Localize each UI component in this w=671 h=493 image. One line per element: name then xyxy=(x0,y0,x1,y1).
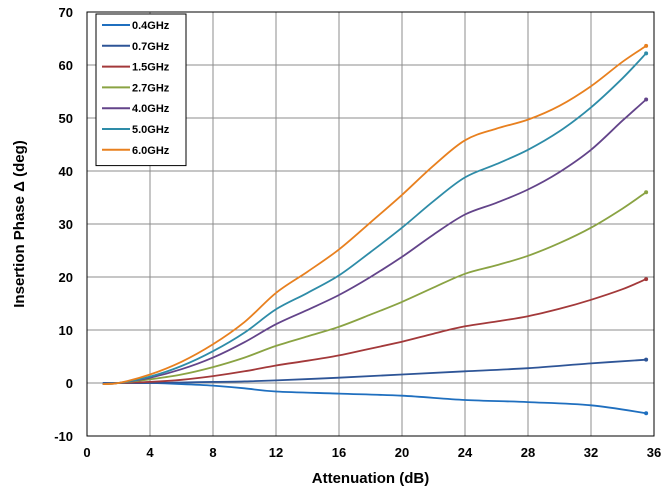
series-line-2.7GHz xyxy=(102,191,647,385)
legend-label: 1.5GHz xyxy=(132,62,170,74)
x-tick-label: 36 xyxy=(647,445,661,460)
series-endpoint-0.4GHz xyxy=(644,411,649,416)
y-tick-label: -10 xyxy=(54,429,73,444)
series-line-1.5GHz xyxy=(102,278,647,385)
legend-label: 0.4GHz xyxy=(132,20,170,32)
series-line-5.0GHz xyxy=(102,52,647,385)
x-tick-label: 16 xyxy=(332,445,346,460)
x-tick-label: 24 xyxy=(458,445,473,460)
legend-label: 4.0GHz xyxy=(132,103,170,115)
series-line-6.0GHz xyxy=(102,45,647,385)
y-tick-label: 0 xyxy=(66,376,73,391)
legend-label: 5.0GHz xyxy=(132,124,170,136)
y-tick-label: 20 xyxy=(59,270,73,285)
y-tick-label: 10 xyxy=(59,323,73,338)
series-endpoint-6.0GHz xyxy=(644,43,649,48)
x-tick-label: 20 xyxy=(395,445,409,460)
series-endpoint-1.5GHz xyxy=(644,277,649,282)
series-endpoint-5.0GHz xyxy=(644,51,649,56)
legend-box xyxy=(95,13,187,167)
y-tick-label: 50 xyxy=(59,111,73,126)
x-tick-labels: 0 4 8 12 16 20 24 28 32 36 xyxy=(83,445,661,460)
x-tick-label: 28 xyxy=(521,445,535,460)
x-tick-label: 32 xyxy=(584,445,598,460)
y-tick-label: 60 xyxy=(59,58,73,73)
series-lines xyxy=(102,43,649,416)
y-tick-labels: -10 0 10 20 30 40 50 60 70 xyxy=(54,5,73,444)
y-axis-title: Insertion Phase Δ (deg) xyxy=(11,140,28,307)
series-endpoint-2.7GHz xyxy=(644,190,649,195)
x-tick-label: 4 xyxy=(146,445,154,460)
x-tick-label: 8 xyxy=(209,445,216,460)
y-tick-label: 70 xyxy=(59,5,73,20)
x-axis-title: Attenuation (dB) xyxy=(312,470,429,487)
x-tick-label: 0 xyxy=(83,445,90,460)
legend-label: 0.7GHz xyxy=(132,41,170,53)
x-tick-label: 12 xyxy=(269,445,283,460)
legend-label: 6.0GHz xyxy=(132,145,170,157)
series-line-0.7GHz xyxy=(102,358,647,384)
y-tick-label: 30 xyxy=(59,217,73,232)
series-line-4.0GHz xyxy=(102,98,647,385)
series-endpoint-0.7GHz xyxy=(644,357,649,362)
y-tick-label: 40 xyxy=(59,164,73,179)
series-endpoint-4.0GHz xyxy=(644,97,649,102)
legend-label: 2.7GHz xyxy=(132,82,170,94)
legend: 0.4GHz 0.7GHz 1.5GHz 2.7GHz 4.0GHz 5.0GHz 6.0G… xyxy=(95,13,187,167)
plot-area-border xyxy=(86,11,655,437)
